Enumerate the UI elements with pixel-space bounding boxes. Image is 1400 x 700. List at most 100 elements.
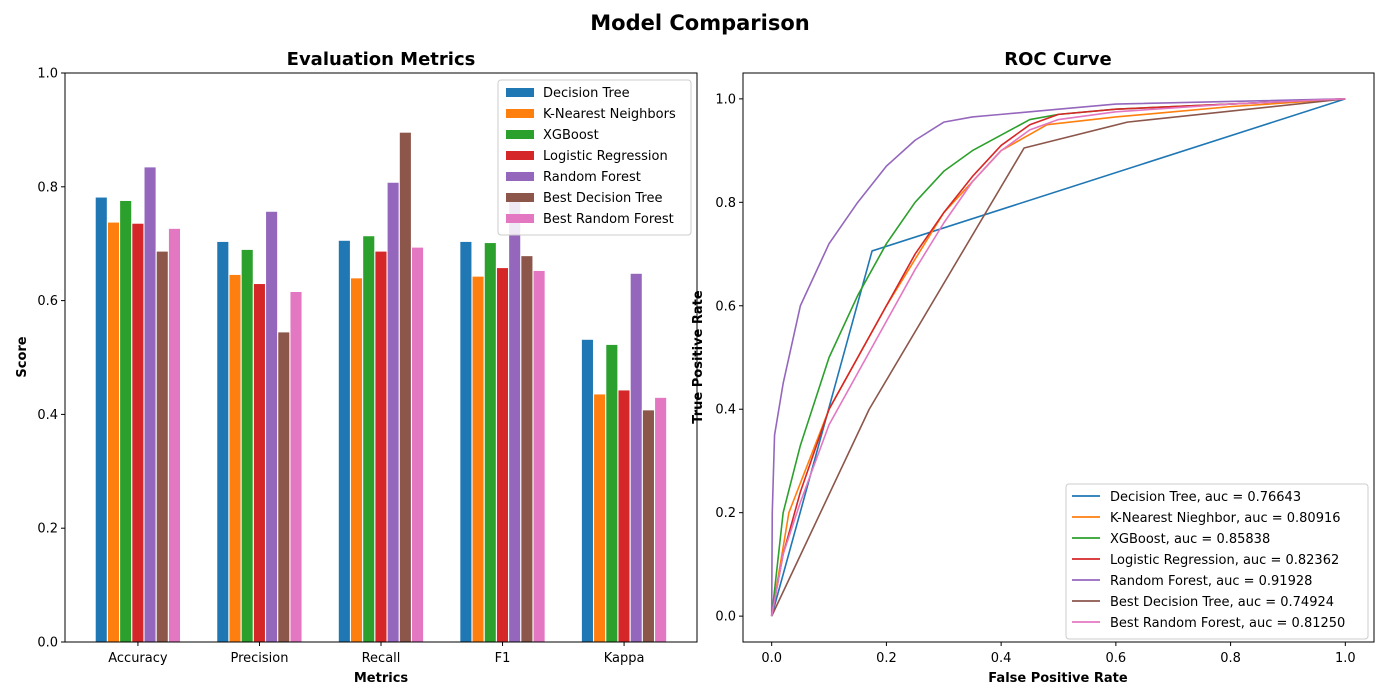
- bar-random-forest-f1: [508, 196, 522, 643]
- bar-random-forest-precision: [265, 210, 279, 643]
- bar-xgboost-accuracy: [119, 199, 133, 643]
- bar-chart-panel: Evaluation Metrics 0.0 0.2 0.4 0.6 0.8 1.0 Ac…: [15, 49, 698, 686]
- roc-legend-label: Random Forest, auc = 0.91928: [1110, 574, 1312, 589]
- bar-y-tick-label: 1.0: [37, 67, 58, 82]
- bar-x-axis-label: Metrics: [354, 671, 409, 686]
- bar-x-tick-label: Recall: [362, 651, 401, 666]
- roc-line-best-random-forest: [770, 98, 1346, 617]
- roc-y-axis-label: True Positive Rate: [691, 290, 706, 424]
- bar-k-nearest-neighbors-kappa: [593, 393, 607, 643]
- roc-x-axis-label: False Positive Rate: [988, 671, 1128, 686]
- roc-x-ticks: 0.0 0.2 0.4 0.6 0.8 1.0: [761, 642, 1356, 666]
- bar-legend: Decision Tree K-Nearest Neighbors XGBoost L…: [497, 79, 692, 236]
- roc-y-tick-label: 0.8: [715, 196, 736, 211]
- roc-x-tick-label: 1.0: [1335, 651, 1356, 666]
- roc-legend-label: K-Nearest Nieghbor, auc = 0.80916: [1110, 511, 1341, 526]
- bar-best-random-forest-kappa: [654, 396, 668, 643]
- bar-best-decision-tree-precision: [277, 331, 291, 643]
- bar-y-tick-label: 0.6: [37, 294, 58, 309]
- bar-random-forest-recall: [386, 181, 400, 643]
- roc-line-random-forest: [770, 98, 1346, 617]
- roc-x-tick-label: 0.4: [991, 651, 1012, 666]
- roc-line-best-decision-tree: [770, 98, 1346, 617]
- bar-legend-swatch: [506, 214, 534, 223]
- bar-decision-tree-precision: [216, 240, 230, 643]
- bar-legend-label: Logistic Regression: [543, 149, 668, 164]
- roc-legend-frame: [1065, 483, 1369, 640]
- roc-legend-label: Logistic Regression, auc = 0.82362: [1110, 553, 1339, 568]
- bar-legend-label: Best Random Forest: [543, 212, 674, 227]
- bar-logistic-regression-recall: [374, 250, 388, 643]
- bar-xgboost-f1: [483, 242, 497, 643]
- bar-legend-swatch: [506, 151, 534, 160]
- bar-x-ticks: Accuracy Precision Recall F1 Kappa: [108, 642, 644, 666]
- bar-random-forest-accuracy: [143, 166, 157, 643]
- bar-logistic-regression-precision: [252, 283, 266, 643]
- bar-legend-swatch: [506, 109, 534, 118]
- bar-legend-swatch: [506, 130, 534, 139]
- bar-x-tick-label: Kappa: [604, 651, 645, 666]
- roc-line-decision-tree: [770, 98, 1346, 617]
- bar-k-nearest-neighbors-precision: [228, 273, 242, 643]
- bar-y-axis-label: Score: [15, 336, 30, 377]
- bar-k-nearest-neighbors-recall: [350, 277, 364, 643]
- bar-y-tick-label: 0.4: [37, 408, 58, 423]
- roc-y-tick-label: 1.0: [715, 92, 736, 107]
- bar-best-random-forest-precision: [289, 291, 303, 643]
- roc-chart-title: ROC Curve: [1004, 49, 1111, 70]
- roc-y-tick-label: 0.6: [715, 299, 736, 314]
- bar-logistic-regression-f1: [495, 267, 510, 643]
- roc-legend-label: XGBoost, auc = 0.85838: [1110, 532, 1270, 547]
- bar-legend-label: Best Decision Tree: [543, 191, 662, 206]
- bar-xgboost-recall: [362, 235, 376, 643]
- bar-y-ticks: 0.0 0.2 0.4 0.6 0.8 1.0: [37, 67, 65, 651]
- bar-decision-tree-recall: [337, 239, 351, 643]
- roc-legend-label: Best Decision Tree, auc = 0.74924: [1110, 595, 1334, 610]
- roc-legend: Decision Tree, auc = 0.76643 K-Nearest Ni…: [1065, 483, 1369, 640]
- roc-legend-label: Decision Tree, auc = 0.76643: [1110, 490, 1301, 505]
- bar-xgboost-precision: [240, 248, 254, 643]
- bar-y-tick-label: 0.2: [37, 522, 58, 537]
- bar-best-random-forest-accuracy: [167, 227, 182, 643]
- roc-chart-panel: ROC Curve 0.0 0.2 0.4 0.6 0.8 1.0 0.00.20.40.…: [691, 49, 1375, 686]
- roc-y-tick-label: 0.2: [715, 506, 736, 521]
- roc-x-tick-label: 0.8: [1220, 651, 1241, 666]
- bar-random-forest-kappa: [629, 272, 643, 643]
- bar-decision-tree-f1: [459, 240, 473, 643]
- bar-logistic-regression-accuracy: [131, 222, 145, 643]
- roc-x-tick-label: 0.2: [876, 651, 897, 666]
- bar-x-tick-label: Accuracy: [108, 651, 168, 666]
- bar-legend-label: Random Forest: [543, 170, 641, 185]
- bar-logistic-regression-kappa: [617, 389, 631, 643]
- bar-xgboost-kappa: [605, 343, 619, 643]
- bar-legend-frame: [497, 79, 692, 236]
- bar-legend-swatch: [506, 172, 534, 181]
- bar-y-tick-label: 0.8: [37, 180, 58, 195]
- bar-legend-swatch: [506, 88, 534, 97]
- bar-best-decision-tree-f1: [520, 255, 534, 643]
- bar-legend-swatch: [506, 193, 534, 202]
- bar-k-nearest-neighbors-accuracy: [106, 221, 121, 643]
- bar-best-decision-tree-accuracy: [155, 250, 169, 643]
- bar-decision-tree-kappa: [580, 338, 594, 643]
- bar-legend-label: Decision Tree: [543, 86, 630, 101]
- bar-legend-label: K-Nearest Neighbors: [543, 107, 676, 122]
- roc-line-logistic-regression: [770, 98, 1346, 617]
- bar-x-tick-label: F1: [495, 651, 511, 666]
- roc-x-tick-label: 0.0: [761, 651, 782, 666]
- bar-best-decision-tree-recall: [398, 131, 412, 643]
- roc-axes-frame: [742, 72, 1375, 643]
- bar-best-decision-tree-kappa: [641, 409, 655, 643]
- roc-lines: [770, 98, 1346, 617]
- roc-y-ticks: 0.0 0.2 0.4 0.6 0.8 1.0: [715, 92, 743, 625]
- roc-y-tick-label: 0.0: [715, 610, 736, 625]
- bar-chart-title: Evaluation Metrics: [287, 49, 476, 70]
- bar-axes-frame: [64, 72, 698, 643]
- bar-marks: [94, 131, 668, 643]
- roc-legend-label: Best Random Forest, auc = 0.81250: [1110, 616, 1345, 631]
- bar-best-random-forest-recall: [411, 246, 425, 643]
- bar-decision-tree-accuracy: [94, 196, 108, 643]
- bar-k-nearest-neighbors-f1: [471, 275, 485, 643]
- bar-x-tick-label: Precision: [230, 651, 288, 666]
- bar-y-tick-label: 0.0: [37, 636, 58, 651]
